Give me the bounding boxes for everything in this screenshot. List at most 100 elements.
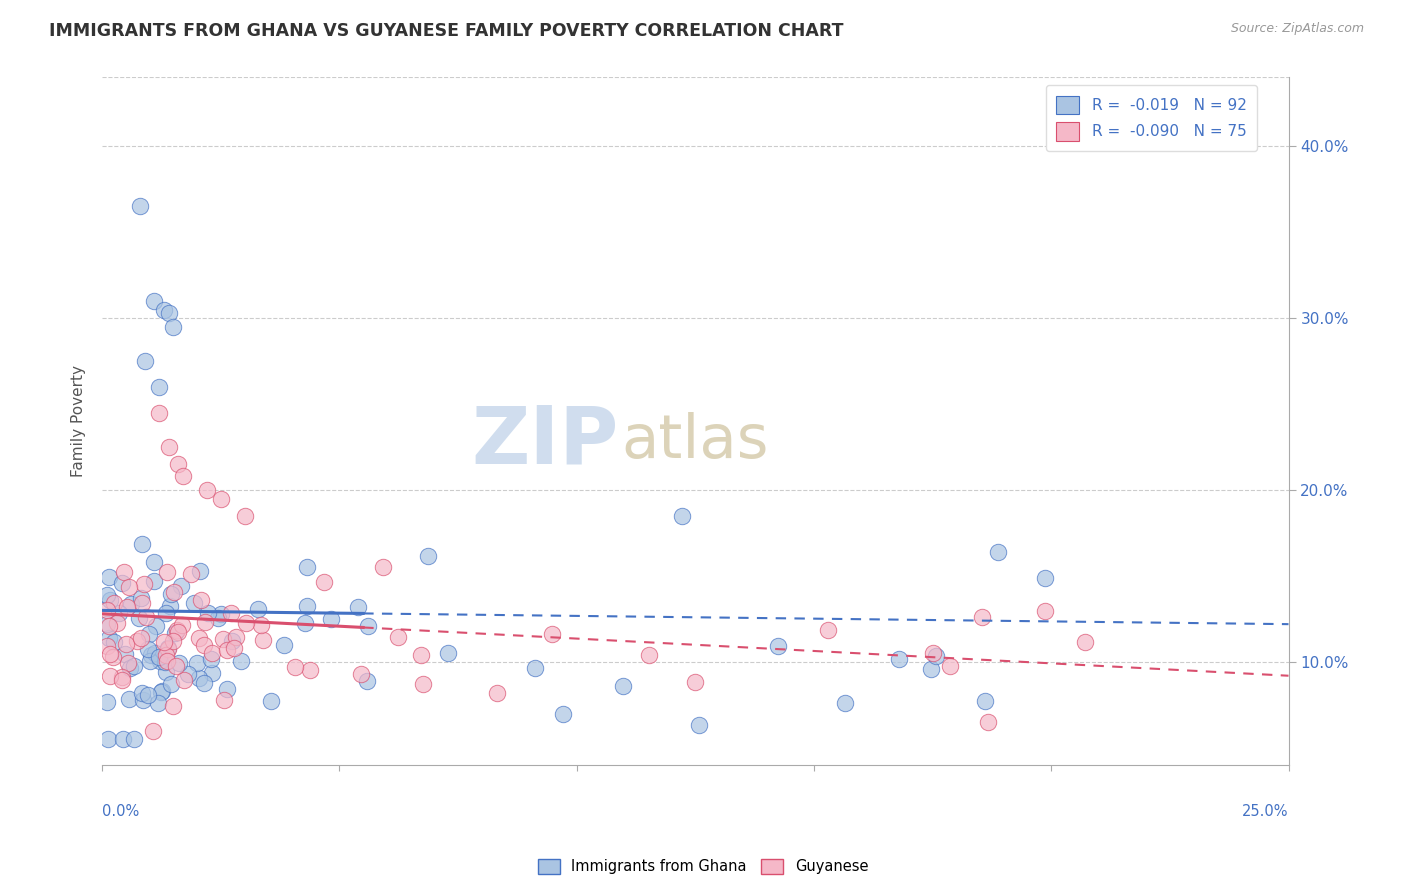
Point: [155, 606, 177, 620]
Point: [157, 641, 180, 656]
Point: [131, 537, 153, 551]
Point: [412, 677, 434, 691]
Point: [252, 632, 274, 647]
Point: [98, 570, 121, 584]
Point: [418, 549, 440, 563]
Point: [96, 603, 118, 617]
Point: [987, 545, 1010, 559]
Point: [371, 560, 394, 574]
Point: [138, 654, 160, 668]
Point: [212, 693, 235, 707]
Point: [319, 612, 342, 626]
Point: [221, 634, 243, 648]
Point: [132, 693, 155, 707]
Point: [312, 574, 335, 589]
Point: [163, 584, 186, 599]
Point: [122, 658, 145, 673]
Point: [683, 674, 706, 689]
Point: [156, 654, 179, 668]
Point: [486, 686, 509, 700]
Point: [177, 666, 200, 681]
Point: [167, 657, 190, 671]
Point: [1033, 604, 1056, 618]
Point: [974, 694, 997, 708]
Point: [197, 606, 219, 620]
Point: [125, 634, 148, 648]
Point: [166, 623, 188, 637]
Point: [148, 380, 170, 394]
Point: [188, 631, 211, 645]
Point: [157, 642, 180, 657]
Point: [129, 199, 152, 213]
Point: [159, 599, 181, 613]
Point: [115, 599, 138, 614]
Point: [209, 607, 232, 622]
Point: [136, 688, 159, 702]
Point: [688, 718, 710, 732]
Point: [1073, 635, 1095, 649]
Point: [143, 293, 166, 308]
Point: [349, 667, 371, 681]
Point: [165, 659, 187, 673]
Point: [541, 626, 564, 640]
Text: atlas: atlas: [621, 412, 769, 471]
Point: [111, 670, 134, 684]
Point: [103, 596, 125, 610]
Point: [148, 406, 170, 420]
Point: [155, 655, 177, 669]
Point: [155, 665, 177, 679]
Point: [129, 631, 152, 645]
Point: [612, 679, 634, 693]
Point: [225, 631, 247, 645]
Point: [145, 619, 167, 633]
Point: [115, 637, 138, 651]
Point: [188, 564, 211, 578]
Point: [193, 676, 215, 690]
Point: [98, 647, 121, 661]
Text: 25.0%: 25.0%: [1241, 804, 1288, 819]
Point: [186, 656, 208, 670]
Point: [922, 646, 945, 660]
Point: [976, 715, 998, 730]
Point: [284, 660, 307, 674]
Point: [294, 615, 316, 630]
Point: [128, 611, 150, 625]
Point: [437, 646, 460, 660]
Point: [671, 508, 693, 523]
Point: [108, 606, 131, 620]
Point: [136, 641, 159, 656]
Point: [98, 669, 121, 683]
Point: [938, 659, 960, 673]
Point: [235, 615, 257, 630]
Point: [224, 640, 246, 655]
Point: [163, 626, 186, 640]
Point: [97, 632, 120, 646]
Point: [118, 580, 141, 594]
Point: [120, 597, 142, 611]
Point: [118, 691, 141, 706]
Point: [920, 662, 942, 676]
Point: [111, 575, 134, 590]
Point: [553, 707, 575, 722]
Point: [112, 565, 135, 579]
Point: [188, 671, 211, 685]
Point: [638, 648, 661, 663]
Point: [135, 610, 157, 624]
Point: [96, 639, 118, 653]
Point: [134, 354, 156, 368]
Point: [150, 685, 173, 699]
Point: [273, 639, 295, 653]
Text: ZIP: ZIP: [471, 403, 619, 481]
Point: [347, 599, 370, 614]
Point: [523, 661, 546, 675]
Point: [149, 654, 172, 668]
Point: [162, 698, 184, 713]
Point: [766, 640, 789, 654]
Point: [201, 646, 224, 660]
Point: [169, 579, 191, 593]
Point: [173, 673, 195, 687]
Point: [159, 677, 181, 691]
Point: [887, 652, 910, 666]
Point: [834, 696, 856, 710]
Point: [170, 618, 193, 632]
